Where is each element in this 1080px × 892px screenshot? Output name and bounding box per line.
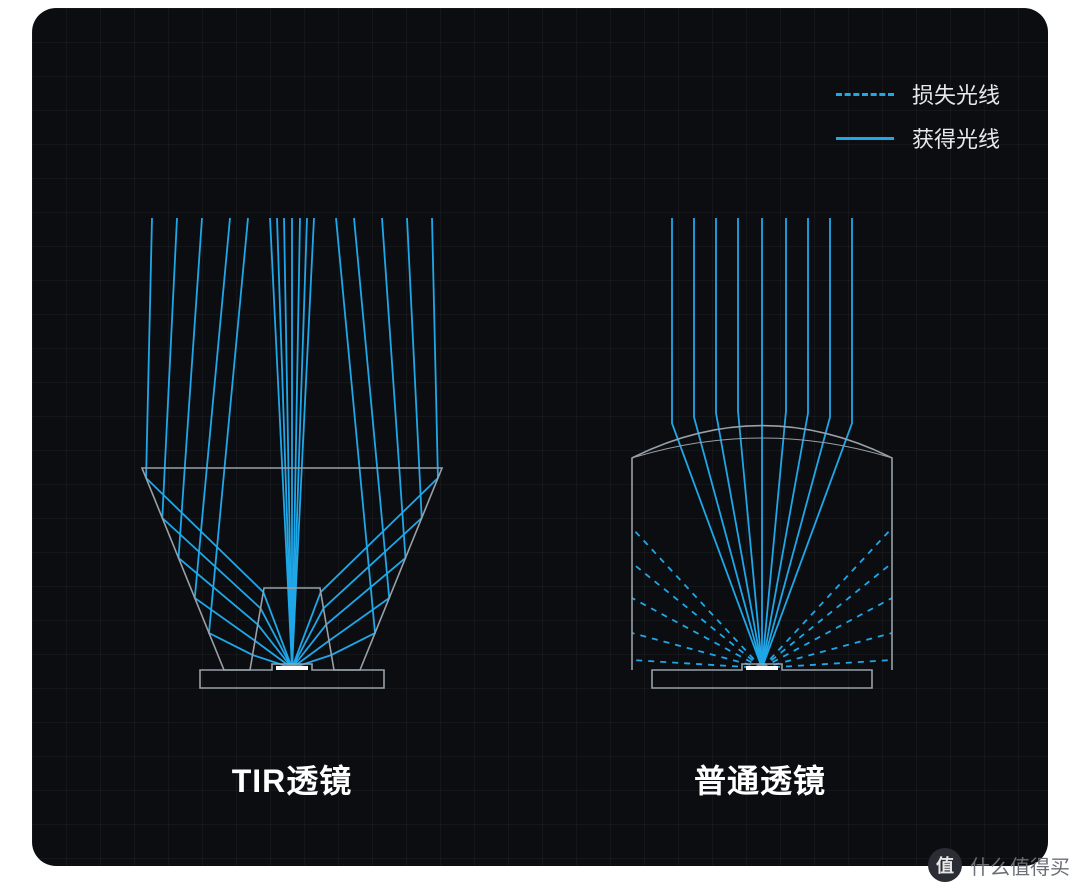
title-tir-lens: TIR透镜 <box>232 756 353 802</box>
legend-row-lost: 损失光线 <box>836 78 1000 110</box>
legend-swatch-solid <box>836 137 894 140</box>
tir-lens-diagram <box>122 218 462 693</box>
legend-label-gain: 获得光线 <box>912 122 1000 154</box>
legend-swatch-dashed <box>836 93 894 96</box>
watermark-badge: 值 <box>928 848 962 882</box>
legend-row-gain: 获得光线 <box>836 122 1000 154</box>
legend: 损失光线 获得光线 <box>836 78 1000 166</box>
watermark: 值 什么值得买 <box>928 848 1070 882</box>
watermark-text: 什么值得买 <box>970 851 1070 880</box>
legend-label-lost: 损失光线 <box>912 78 1000 110</box>
diagram-frame: 损失光线 获得光线 TIR透镜 普通透镜 <box>32 8 1048 866</box>
title-standard-lens: 普通透镜 <box>694 756 826 802</box>
standard-lens-diagram <box>602 218 922 693</box>
